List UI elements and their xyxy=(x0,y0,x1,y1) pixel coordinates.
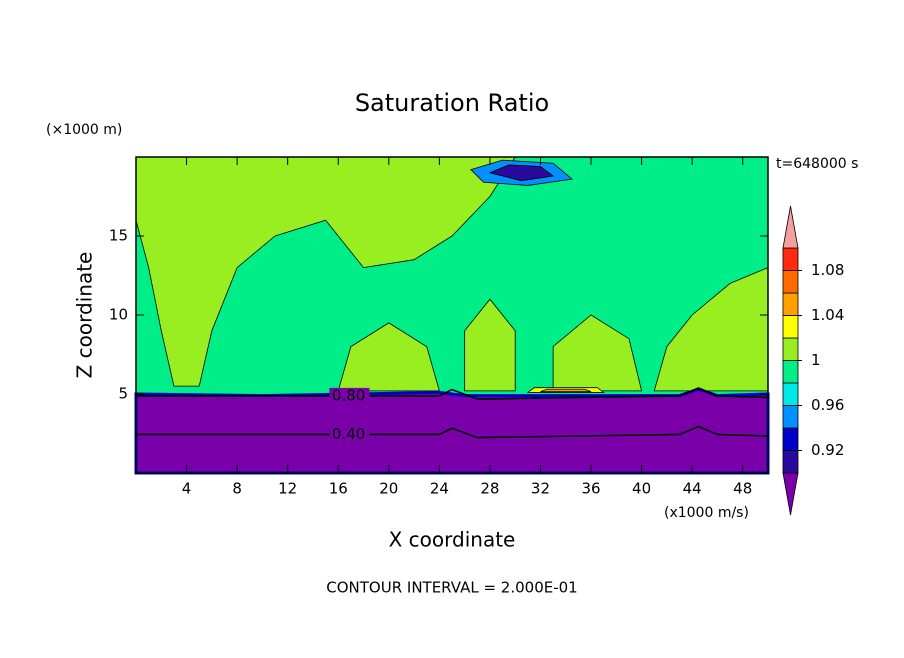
colorbar-tick-label: 1.08 xyxy=(811,261,844,279)
y-unit: (×1000 m) xyxy=(46,122,122,138)
contour-label: 0.40 xyxy=(332,425,365,443)
colorbar-tick-label: 0.96 xyxy=(811,396,844,414)
x-tick-label: 24 xyxy=(430,480,449,498)
colorbar-box xyxy=(782,427,799,451)
colorbar-tick-label: 0.92 xyxy=(811,441,844,459)
contour-label-bg xyxy=(329,426,370,443)
y-tick-label: 10 xyxy=(109,306,128,324)
field-region xyxy=(135,156,516,387)
x-tick-label: 4 xyxy=(182,480,192,498)
x-tick-label: 16 xyxy=(329,480,348,498)
y-tick-label: 15 xyxy=(109,227,128,245)
x-tick-label: 40 xyxy=(632,480,651,498)
colorbar-box xyxy=(782,315,799,339)
x-tick-label: 32 xyxy=(531,480,550,498)
field-region xyxy=(552,314,643,392)
x-tick-label: 36 xyxy=(581,480,600,498)
x-tick-label: 44 xyxy=(683,480,702,498)
contour-label-bg xyxy=(329,387,370,404)
colorbar-box xyxy=(782,382,799,406)
colorbar-box xyxy=(782,270,799,294)
colorbar-tick-label: 1 xyxy=(811,351,821,369)
colorbar-extend-low xyxy=(782,472,799,516)
contour-line xyxy=(136,425,769,439)
colorbar-box xyxy=(782,292,799,316)
x-axis-label: X coordinate xyxy=(389,528,516,552)
x-tick-label: 12 xyxy=(278,480,297,498)
colorbar-box xyxy=(782,360,799,384)
contour-line xyxy=(136,387,769,400)
x-tick-label: 20 xyxy=(379,480,398,498)
field-region xyxy=(134,387,770,475)
x-unit: (x1000 m/s) xyxy=(664,505,749,521)
x-tick-label: 8 xyxy=(232,480,242,498)
contour-label: 0.80 xyxy=(332,386,365,404)
x-tick-label: 28 xyxy=(480,480,499,498)
colorbar-extend-high xyxy=(782,205,799,249)
footer: CONTOUR INTERVAL = 2.000E-01 xyxy=(326,579,577,597)
colorbar-tick-label: 1.04 xyxy=(811,306,844,324)
colorbar-box xyxy=(782,247,799,271)
colorbar-box xyxy=(782,450,799,474)
colorbar-box xyxy=(782,405,799,429)
time-label: t=648000 s xyxy=(776,156,858,172)
x-tick-label: 48 xyxy=(733,480,752,498)
y-axis-label: Z coordinate xyxy=(73,252,97,379)
field-region xyxy=(464,298,516,392)
field-region xyxy=(488,164,555,182)
colorbar-box xyxy=(782,337,799,361)
field-region xyxy=(337,322,440,392)
chart-title: Saturation Ratio xyxy=(355,89,549,117)
y-tick-label: 5 xyxy=(118,385,128,403)
field-region xyxy=(540,388,592,393)
